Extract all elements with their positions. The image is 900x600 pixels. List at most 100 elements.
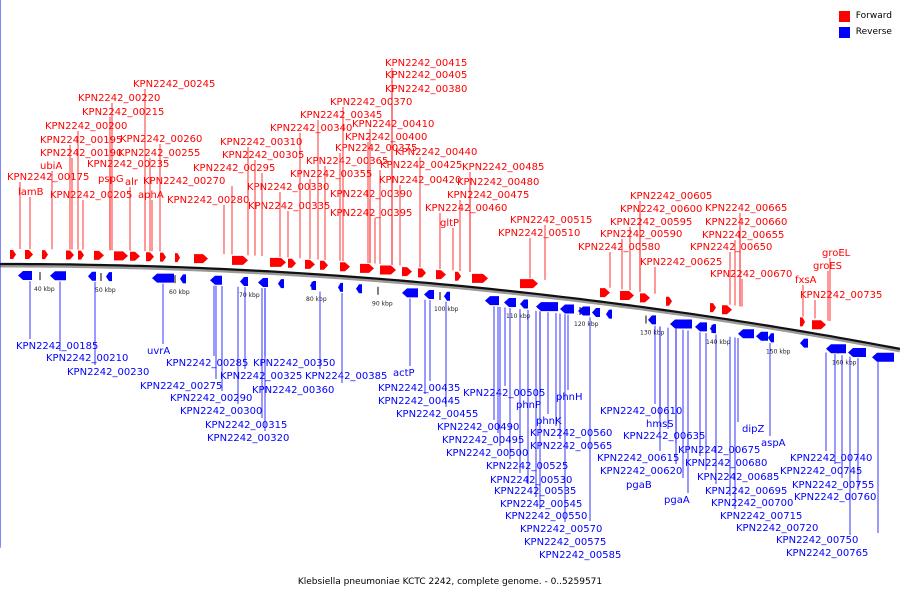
reverse-gene-label[interactable]: KPN2242_00435	[378, 383, 460, 394]
reverse-gene-label[interactable]: KPN2242_00570	[520, 524, 602, 535]
forward-gene-label[interactable]: KPN2242_00380	[385, 84, 467, 95]
reverse-gene-arrow[interactable]	[258, 278, 268, 288]
forward-gene-arrow[interactable]	[194, 254, 208, 264]
forward-gene-label[interactable]: KPN2242_00365	[306, 156, 388, 167]
reverse-gene-arrow[interactable]	[695, 322, 707, 332]
reverse-gene-arrow[interactable]	[152, 273, 174, 283]
forward-gene-arrow[interactable]	[710, 303, 716, 313]
forward-gene-label[interactable]: KPN2242_00310	[220, 137, 302, 148]
forward-gene-label[interactable]: KPN2242_00405	[385, 70, 467, 81]
reverse-gene-arrow[interactable]	[848, 347, 866, 357]
reverse-gene-label[interactable]: KPN2242_00560	[530, 428, 612, 439]
reverse-gene-label[interactable]: KPN2242_00685	[697, 472, 779, 483]
reverse-gene-label[interactable]: KPN2242_00745	[780, 466, 862, 477]
reverse-gene-label[interactable]: KPN2242_00765	[786, 548, 868, 559]
forward-gene-label[interactable]: KPN2242_00295	[193, 163, 275, 174]
reverse-gene-arrow[interactable]	[800, 338, 808, 348]
forward-gene-label[interactable]: KPN2242_00335	[248, 201, 330, 212]
reverse-gene-arrow[interactable]	[88, 271, 96, 281]
reverse-gene-label[interactable]: KPN2242_00720	[736, 523, 818, 534]
forward-gene-label[interactable]: KPN2242_00195	[40, 135, 122, 146]
reverse-gene-label[interactable]: KPN2242_00550	[505, 511, 587, 522]
reverse-gene-label[interactable]: KPN2242_00535	[494, 486, 576, 497]
forward-gene-arrow[interactable]	[620, 291, 634, 301]
reverse-gene-arrow[interactable]	[560, 304, 574, 314]
forward-gene-arrow[interactable]	[78, 250, 84, 260]
forward-gene-label[interactable]: pspG	[98, 174, 124, 185]
forward-gene-arrow[interactable]	[270, 257, 286, 267]
reverse-gene-label[interactable]: KPN2242_00755	[792, 480, 874, 491]
reverse-gene-arrow[interactable]	[444, 291, 450, 301]
forward-gene-arrow[interactable]	[232, 255, 248, 265]
reverse-gene-label[interactable]: KPN2242_00585	[539, 550, 621, 561]
reverse-gene-arrow[interactable]	[106, 272, 112, 282]
forward-gene-label[interactable]: alr	[125, 177, 139, 188]
reverse-gene-label[interactable]: KPN2242_00315	[205, 420, 287, 431]
forward-gene-label[interactable]: gltP	[440, 218, 459, 229]
forward-gene-label[interactable]: KPN2242_00660	[705, 217, 787, 228]
reverse-gene-arrow[interactable]	[50, 271, 66, 281]
forward-gene-label[interactable]: KPN2242_00485	[462, 162, 544, 173]
reverse-gene-arrow[interactable]	[536, 302, 558, 312]
forward-gene-arrow[interactable]	[10, 250, 16, 260]
reverse-gene-label[interactable]: KPN2242_00320	[207, 433, 289, 444]
reverse-gene-arrow[interactable]	[504, 298, 516, 308]
reverse-gene-arrow[interactable]	[356, 284, 362, 294]
reverse-gene-label[interactable]: KPN2242_00575	[524, 537, 606, 548]
forward-gene-arrow[interactable]	[722, 305, 732, 315]
reverse-gene-arrow[interactable]	[578, 306, 590, 316]
forward-gene-label[interactable]: KPN2242_00280	[167, 195, 249, 206]
forward-gene-label[interactable]: KPN2242_00330	[247, 182, 329, 193]
forward-gene-arrow[interactable]	[160, 252, 166, 262]
forward-gene-label[interactable]: KPN2242_00605	[630, 191, 712, 202]
reverse-gene-label[interactable]: pgaB	[626, 480, 652, 491]
reverse-gene-arrow[interactable]	[424, 290, 434, 300]
forward-gene-label[interactable]: KPN2242_00665	[705, 203, 787, 214]
reverse-gene-label[interactable]: phnP	[516, 400, 541, 411]
reverse-gene-label[interactable]: KPN2242_00610	[600, 406, 682, 417]
reverse-gene-arrow[interactable]	[872, 352, 894, 362]
forward-gene-label[interactable]: KPN2242_00600	[620, 204, 702, 215]
forward-gene-label[interactable]: KPN2242_00205	[50, 190, 132, 201]
reverse-gene-label[interactable]: KPN2242_00290	[170, 393, 252, 404]
reverse-gene-label[interactable]: KPN2242_00500	[446, 448, 528, 459]
forward-gene-label[interactable]: KPN2242_00255	[118, 148, 200, 159]
forward-gene-arrow[interactable]	[42, 250, 48, 260]
reverse-gene-label[interactable]: KPN2242_00740	[790, 453, 872, 464]
forward-gene-arrow[interactable]	[640, 293, 650, 303]
reverse-gene-label[interactable]: KPN2242_00750	[776, 535, 858, 546]
forward-gene-arrow[interactable]	[472, 273, 488, 283]
forward-gene-label[interactable]: aphA	[138, 190, 164, 201]
forward-gene-arrow[interactable]	[305, 259, 315, 269]
forward-gene-arrow[interactable]	[340, 262, 350, 272]
reverse-gene-label[interactable]: KPN2242_00210	[46, 353, 128, 364]
forward-gene-arrow[interactable]	[380, 265, 396, 275]
forward-gene-label[interactable]: groEL	[822, 248, 851, 259]
forward-gene-arrow[interactable]	[114, 251, 128, 261]
reverse-gene-arrow[interactable]	[520, 299, 528, 309]
forward-gene-label[interactable]: KPN2242_00375	[335, 143, 417, 154]
reverse-gene-arrow[interactable]	[18, 271, 32, 281]
reverse-gene-arrow[interactable]	[756, 331, 768, 341]
forward-gene-arrow[interactable]	[175, 253, 180, 263]
forward-gene-arrow[interactable]	[320, 260, 328, 270]
forward-gene-label[interactable]: KPN2242_00410	[352, 119, 434, 130]
forward-gene-arrow[interactable]	[94, 250, 104, 260]
forward-gene-label[interactable]: KPN2242_00235	[87, 159, 169, 170]
reverse-gene-arrow[interactable]	[240, 277, 248, 287]
forward-gene-label[interactable]: KPN2242_00415	[385, 58, 467, 69]
forward-gene-label[interactable]: KPN2242_00420	[379, 175, 461, 186]
reverse-gene-label[interactable]: KPN2242_00635	[623, 431, 705, 442]
reverse-gene-arrow[interactable]	[710, 324, 716, 334]
reverse-gene-label[interactable]: aspA	[761, 438, 786, 449]
reverse-gene-arrow[interactable]	[180, 274, 186, 284]
forward-gene-arrow[interactable]	[812, 320, 826, 330]
forward-gene-arrow[interactable]	[800, 317, 805, 327]
reverse-gene-label[interactable]: KPN2242_00700	[711, 498, 793, 509]
reverse-gene-arrow[interactable]	[606, 309, 612, 319]
forward-gene-arrow[interactable]	[436, 270, 446, 280]
forward-gene-label[interactable]: KPN2242_00425	[380, 160, 462, 171]
reverse-gene-label[interactable]: uvrA	[147, 346, 170, 357]
forward-gene-label[interactable]: KPN2242_00580	[578, 242, 660, 253]
forward-gene-arrow[interactable]	[146, 252, 154, 262]
